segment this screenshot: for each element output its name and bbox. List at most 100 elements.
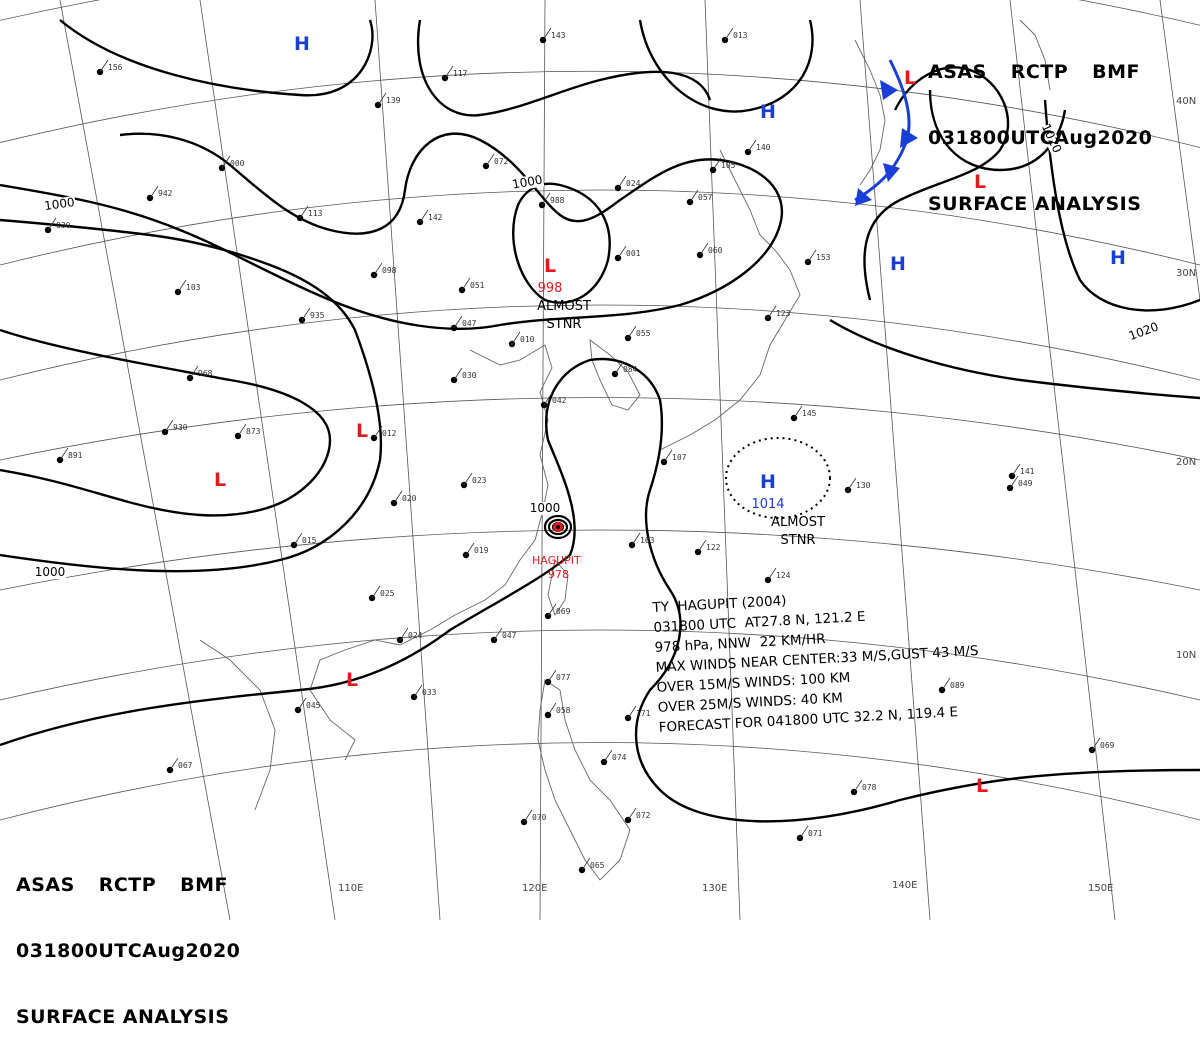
- station-pressure: 145: [802, 409, 817, 418]
- station-pressure: 024: [408, 631, 423, 640]
- station-pressure: 930: [173, 423, 188, 432]
- lon-labels: 110E 120E 130E 140E 150E: [338, 880, 1113, 894]
- wind-barb: [807, 249, 817, 263]
- isobar-1000-ty: [0, 357, 1200, 823]
- isobar-label-bg: [44, 195, 77, 213]
- wind-barb: [463, 472, 473, 486]
- wind-barb: [767, 305, 777, 319]
- wind-barb: [1009, 475, 1019, 489]
- station-pressure: 047: [502, 631, 517, 640]
- station-pressure: 113: [308, 209, 323, 218]
- wind-barb: [542, 27, 552, 41]
- wind-barb: [603, 749, 613, 763]
- station-pressure: 019: [474, 546, 489, 555]
- station-pressure: 130: [856, 481, 871, 490]
- dotted-h-contour: [725, 437, 831, 519]
- station-pressure: 942: [158, 189, 173, 198]
- wind-barb: [767, 567, 777, 581]
- isobar-label: 1000: [530, 501, 561, 515]
- pressure-center-low: L: [214, 469, 226, 491]
- lat-label: 10N: [1176, 650, 1196, 661]
- pressure-center-value: 998: [538, 281, 563, 296]
- wind-barb: [941, 677, 951, 691]
- china-coast: [309, 344, 553, 761]
- wind-barb: [631, 532, 641, 546]
- wind-barb: [99, 59, 109, 73]
- wind-barb: [237, 423, 247, 437]
- wind-barb: [853, 779, 863, 793]
- sakhalin-coast: [854, 39, 886, 186]
- lon-label: 130E: [702, 883, 727, 894]
- station-pressure: 065: [590, 861, 605, 870]
- station-pressure: 074: [612, 753, 627, 762]
- header-top-year: 2020: [1097, 127, 1153, 149]
- wind-barb: [543, 392, 553, 406]
- wind-barb: [1091, 737, 1101, 751]
- wind-barb: [847, 477, 857, 491]
- header-bottom-code: BMF: [180, 874, 228, 896]
- wind-barb: [444, 65, 454, 79]
- station-pressure: 030: [462, 371, 477, 380]
- pressure-center-low: L: [904, 67, 916, 89]
- wind-barb: [627, 807, 637, 821]
- header-bottom: ASAS RCTP BMF 031800UTC Aug 2020 SURFACE ANA…: [16, 830, 240, 1050]
- station-pressure: 891: [68, 451, 83, 460]
- station-pressure: 045: [306, 701, 321, 710]
- wind-barb: [399, 627, 409, 641]
- station-pressure: 055: [636, 329, 651, 338]
- pressure-center-high: H: [890, 253, 906, 275]
- station-pressure: 024: [626, 179, 641, 188]
- isobar-label: 1000: [35, 565, 66, 579]
- station-pressure: 078: [862, 783, 877, 792]
- station-pressure: 000: [230, 159, 245, 168]
- wind-barb: [299, 205, 309, 219]
- station-pressure: 015: [302, 536, 317, 545]
- lat-label: 20N: [1176, 457, 1196, 468]
- wind-barb: [614, 361, 624, 375]
- station-pressure: 988: [550, 196, 565, 205]
- wind-barb: [511, 331, 521, 345]
- station-pressure: 153: [816, 253, 831, 262]
- isobar-label-bg: [1128, 320, 1162, 343]
- typhoon-name-label: HAGUPIT: [532, 554, 581, 567]
- wind-barb: [547, 669, 557, 683]
- wind-barb: [663, 449, 673, 463]
- station-pressure: 013: [733, 31, 748, 40]
- station-pressure: 069: [1100, 741, 1115, 750]
- typhoon-info: TY HAGUPIT (2004) 031800 UTC AT27.8 N, 1…: [652, 581, 982, 738]
- station-pressure: 105: [721, 161, 736, 170]
- header-top-time: 031800UTC: [928, 127, 1055, 149]
- header-bottom-year: 2020: [185, 940, 241, 962]
- pressure-centers: H H H H H 1014 ALMOST STNR L 998 ALMOST STNR L L L L L L: [214, 33, 1126, 797]
- philippines-coast: [537, 679, 631, 881]
- header-top: ASAS RCTP BMF 031800UTC Aug 2020 SURFACE ANA…: [928, 17, 1152, 237]
- wind-barb: [465, 542, 475, 556]
- station-pressure: 060: [708, 246, 723, 255]
- station-pressure: 142: [428, 213, 443, 222]
- isobar-north-loop: [59, 19, 374, 97]
- isobar-label-bg: [512, 173, 545, 192]
- kamchatka-coast: [1019, 19, 1051, 91]
- station-pressure: 072: [636, 811, 651, 820]
- isobar-north-loop-2: [416, 19, 712, 117]
- wind-barb: [627, 325, 637, 339]
- station-pressure: 968: [198, 369, 213, 378]
- wind-barb: [697, 539, 707, 553]
- wind-barb: [617, 175, 627, 189]
- wind-barb: [523, 809, 533, 823]
- station-pressure: 042: [552, 396, 567, 405]
- station-pressure: 070: [532, 813, 547, 822]
- station-pressure: 124: [776, 571, 791, 580]
- indochina-coast: [199, 639, 276, 811]
- pressure-center-low: L: [976, 775, 988, 797]
- station-pressure: 935: [310, 311, 325, 320]
- station-pressure: 103: [640, 536, 655, 545]
- station-pressure: 072: [494, 157, 509, 166]
- lat-label: 40N: [1176, 96, 1196, 107]
- wind-barb: [371, 585, 381, 599]
- station-pressure: 156: [108, 63, 123, 72]
- isobar-1000-center: [512, 182, 611, 304]
- header-bottom-agency: ASAS: [16, 874, 75, 896]
- pressure-center-low: L: [356, 420, 368, 442]
- typhoon-symbol: [553, 522, 563, 532]
